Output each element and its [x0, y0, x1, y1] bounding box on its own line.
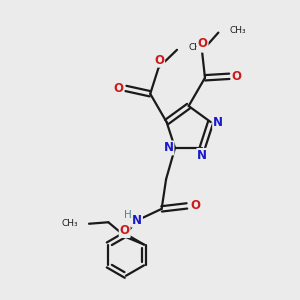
Text: O: O [154, 54, 164, 67]
Text: O: O [113, 82, 123, 95]
Text: N: N [213, 116, 223, 128]
Text: O: O [232, 70, 242, 83]
Text: H: H [124, 210, 132, 220]
Text: CH₃: CH₃ [62, 219, 79, 228]
Text: CH₃: CH₃ [188, 43, 205, 52]
Text: N: N [132, 214, 142, 227]
Text: O: O [190, 200, 200, 212]
Text: O: O [198, 37, 208, 50]
Text: O: O [120, 224, 130, 237]
Text: CH₃: CH₃ [230, 26, 246, 35]
Text: N: N [197, 149, 207, 162]
Text: N: N [164, 142, 173, 154]
